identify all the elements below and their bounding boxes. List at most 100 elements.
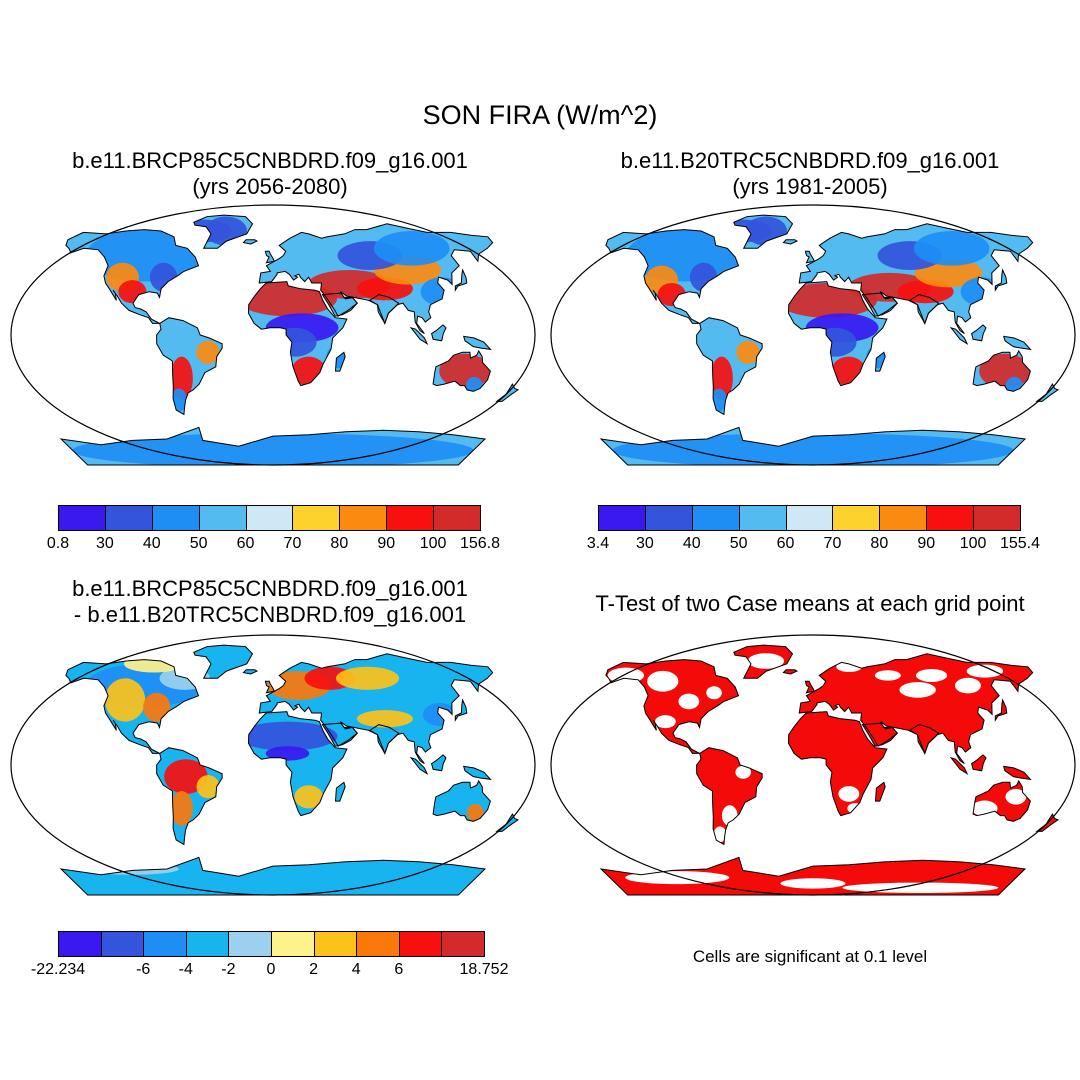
colorbar-tick-label: 30 <box>635 535 654 552</box>
panel-2-title-line1: b.e11.B20TRC5CNBDRD.f09_g16.001 <box>620 148 1000 173</box>
colorbar-tick-label: 0 <box>266 961 276 978</box>
coastline-africa <box>247 281 348 387</box>
colorbar-swatch <box>185 931 230 957</box>
colorbar-tick-label: 156.8 <box>459 535 501 552</box>
coastline-newguinea <box>1002 335 1032 351</box>
panel-1-title-line1: b.e11.BRCP85C5CNBDRD.f09_g16.001 <box>72 148 468 173</box>
coastline-africa <box>247 711 348 817</box>
colorbar-panel-3: -22.234 -6 -4 -2 0 2 4 6 18.752 <box>31 931 508 978</box>
map-border <box>550 634 1076 896</box>
coastline-japan <box>994 698 1008 722</box>
coastline-madagascar <box>874 351 886 372</box>
colorbar-swatch <box>879 505 928 531</box>
coastline-britain <box>264 680 276 694</box>
coastline-antarctica <box>59 856 487 896</box>
coastline-antarctica <box>599 856 1027 896</box>
colorbar-swatch <box>433 505 481 531</box>
colorbar-tick-label: -22.234 <box>30 961 86 978</box>
coastline-eurasia <box>798 653 1034 765</box>
panel-4-title: T-Test of two Case means at each grid po… <box>595 591 1025 616</box>
map-panel-3 <box>10 634 536 896</box>
coastline-arabia <box>321 722 358 747</box>
coastline-australia <box>972 779 1031 822</box>
coastline-newguinea <box>462 335 492 351</box>
colorbar-tick-label: -4 <box>178 961 193 978</box>
colorbar-panel-1: 0.8 30 40 50 60 70 80 90 100 156.8 <box>47 505 500 552</box>
colorbar-swatch <box>926 505 975 531</box>
colorbar-tick-label: 50 <box>729 535 748 552</box>
coastline-japan <box>454 268 468 292</box>
colorbar-swatch <box>973 505 1021 531</box>
colorbar-swatch <box>151 505 200 531</box>
colorbar-swatch <box>832 505 881 531</box>
panel-1-title-line2: (yrs 2056-2080) <box>192 174 348 199</box>
coastline-india <box>908 294 940 325</box>
coastline-australia <box>432 349 491 392</box>
colorbar-panel-2: 3.4 30 40 50 60 70 80 90 100 155.4 <box>587 505 1040 552</box>
map-border <box>10 204 536 466</box>
colorbar-tick-label: 30 <box>95 535 114 552</box>
colorbar-swatch <box>441 931 485 957</box>
colorbar-tick-label: 3.4 <box>586 535 610 552</box>
colorbar-swatch <box>58 505 106 531</box>
colorbar-tick-label: 60 <box>236 535 255 552</box>
coastline-africa <box>787 711 888 817</box>
coastline-borneo <box>971 324 987 342</box>
colorbar-swatch <box>58 931 102 957</box>
colorbar-swatch <box>104 505 153 531</box>
colorbar-tick-label: -2 <box>221 961 236 978</box>
coastline-antarctica <box>599 426 1027 466</box>
coastline-greenland <box>193 214 254 249</box>
coastline-greenland <box>733 214 794 249</box>
coastline-iceland <box>242 669 259 675</box>
map-border <box>550 204 1076 466</box>
colorbar-swatch <box>785 505 834 531</box>
coastline-japan <box>454 698 468 722</box>
coastline-arabia <box>861 722 898 747</box>
colorbar-swatch <box>598 505 646 531</box>
coastline-india <box>368 294 400 325</box>
colorbar-tick-label: 18.752 <box>459 961 509 978</box>
coastline-iceland <box>242 239 259 245</box>
colorbar-swatch <box>228 931 272 957</box>
colorbar-tick-label: 100 <box>959 535 987 552</box>
coastline-borneo <box>971 754 987 772</box>
colorbar-swatch <box>386 505 435 531</box>
coastline-arabia <box>861 292 898 317</box>
colorbar-swatch <box>691 505 740 531</box>
coastline-arabia <box>321 292 358 317</box>
colorbar-tick-label: 70 <box>283 535 302 552</box>
panel-2-title: b.e11.B20TRC5CNBDRD.f09_g16.001 (yrs 198… <box>560 148 1060 200</box>
coastline-antarctica <box>59 426 487 466</box>
coastline-newguinea <box>1002 765 1032 781</box>
map-panel-4 <box>550 634 1076 896</box>
coastline-britain <box>804 250 816 264</box>
colorbar-swatch <box>198 505 247 531</box>
coastline-sumatra <box>949 326 969 346</box>
coastline-eurasia <box>798 223 1034 335</box>
coastline-namerica <box>605 659 740 754</box>
land-fill <box>61 215 518 465</box>
map-panel-1 <box>10 204 536 466</box>
panel-3-title: b.e11.BRCP85C5CNBDRD.f09_g16.001 - b.e11… <box>20 576 520 628</box>
colorbar-swatch <box>738 505 787 531</box>
colorbar-tick-label: 6 <box>394 961 404 978</box>
colorbar-swatch <box>356 931 400 957</box>
coastline-iceland <box>782 669 799 675</box>
colorbar-tick-label: 40 <box>142 535 161 552</box>
coastline-namerica <box>65 229 200 324</box>
coastline-samerica <box>696 317 763 416</box>
coastline-namerica <box>605 229 740 324</box>
coastline-namerica <box>65 659 200 754</box>
coastline-india <box>908 724 940 755</box>
coastline-newguinea <box>462 765 492 781</box>
colorbar-swatch <box>143 931 187 957</box>
coastline-india <box>368 724 400 755</box>
coastline-eurasia <box>258 653 494 765</box>
colorbar-tick-label: -6 <box>136 961 151 978</box>
coastline-eurasia <box>258 223 494 335</box>
coastline-samerica <box>156 317 223 416</box>
colorbar-tick-label: 100 <box>419 535 447 552</box>
land-fill <box>61 645 518 895</box>
colorbar-tick-label: 80 <box>870 535 889 552</box>
